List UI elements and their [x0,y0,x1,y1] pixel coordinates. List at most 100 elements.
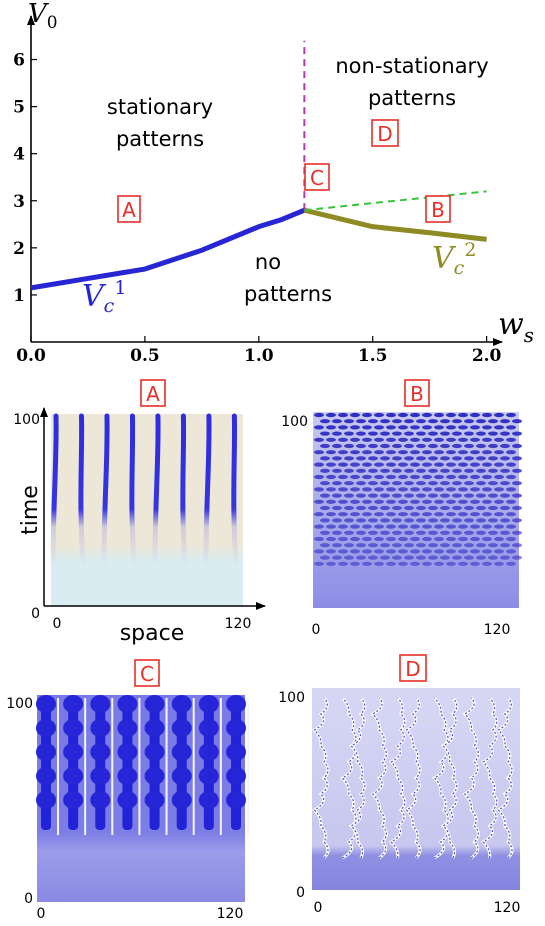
oscillation-B [374,462,384,467]
oscillation-B [350,474,360,480]
oscillation-B [458,425,468,430]
oscillation-B [332,530,342,535]
oscillation-B [398,561,408,566]
oscillation-B [404,443,414,449]
oscillation-B [314,437,324,442]
oscillation-B [440,419,450,424]
oscillation-B [338,549,348,554]
panel-B-oscillations [314,412,522,566]
oscillation-B [416,419,426,424]
oscillation-B [434,437,444,442]
oscillation-B [464,481,474,486]
svg-text:A: A [122,198,136,222]
oscillation-B [434,462,444,467]
oscillation-B [380,518,390,523]
oscillation-B [464,543,474,548]
oscillation-B [314,412,324,418]
oscillation-B [464,505,474,511]
oscillation-B [512,431,522,436]
oscillation-B [464,431,474,436]
oscillation-B [344,518,354,523]
oscillation-B [320,431,330,436]
oscillation-B [416,493,426,498]
oscillation-B [416,530,426,535]
oscillation-B [320,443,330,449]
blob-C [198,695,219,713]
stripe-C [41,698,51,830]
oscillation-B [356,431,366,436]
oscillation-B [350,487,360,492]
oscillation-B [500,530,510,535]
oscillation-B [350,499,360,504]
oscillation-B [320,505,330,511]
stripe-C [231,698,241,830]
oscillation-B [416,443,426,449]
oscillation-B [440,468,450,473]
oscillation-B [494,450,504,455]
oscillation-B [374,474,384,480]
tag-C: C [304,163,330,191]
oscillation-B [488,431,498,436]
oscillation-B [344,493,354,498]
y-tick-label: 5 [13,98,25,118]
oscillation-B [416,555,426,560]
oscillation-B [392,431,402,436]
blob-C [117,695,138,713]
oscillation-B [446,524,456,529]
oscillation-B [458,462,468,467]
oscillation-B [476,456,486,461]
oscillation-B [374,412,384,418]
blob-C [117,719,138,737]
oscillation-B [398,487,408,492]
stripe-C [176,698,187,830]
svg-text:C: C [140,662,154,686]
oscillation-B [380,419,390,424]
oscillation-B [332,518,342,523]
oscillation-B [512,505,522,511]
oscillation-B [314,462,324,467]
main-ticks: 0.0 0.5 1.0 1.5 2.0 1 2 3 4 5 6 [13,51,501,366]
oscillation-B [368,481,378,486]
oscillation-B [362,561,372,566]
oscillation-B [452,481,462,486]
oscillation-B [410,536,420,542]
oscillation-B [380,431,390,436]
oscillation-B [476,555,486,560]
oscillation-B [494,549,504,554]
blob-C [226,743,246,761]
oscillation-B [398,536,408,542]
oscillation-B [362,549,372,554]
blob-C [171,743,192,761]
oscillation-B [410,561,420,566]
stripe-A [129,413,137,569]
oscillation-B [506,487,516,492]
blob-C [198,719,219,737]
oscillation-B [506,425,516,430]
panel-A-ytick-100: 100 [13,412,40,428]
panel-D: D 100 0 0 120 [278,654,520,916]
oscillation-B [464,555,474,560]
oscillation-B [350,512,360,517]
oscillation-B [344,443,354,449]
oscillation-B [452,443,462,449]
oscillation-B [458,474,468,480]
oscillation-B [470,437,480,442]
defect-D [370,696,388,860]
oscillation-B [392,419,402,424]
oscillation-B [350,462,360,467]
y-tick-label: 2 [13,239,25,259]
oscillation-B [362,450,372,455]
oscillation-B [446,561,456,566]
oscillation-B [410,437,420,442]
oscillation-B [338,450,348,455]
oscillation-B [380,456,390,461]
oscillation-B [398,549,408,554]
oscillation-B [314,512,324,517]
oscillation-B [392,518,402,523]
oscillation-B [362,487,372,492]
oscillation-B [356,456,366,461]
oscillation-B [512,468,522,473]
oscillation-B [386,549,396,554]
oscillation-B [428,419,438,424]
oscillation-B [422,487,432,492]
